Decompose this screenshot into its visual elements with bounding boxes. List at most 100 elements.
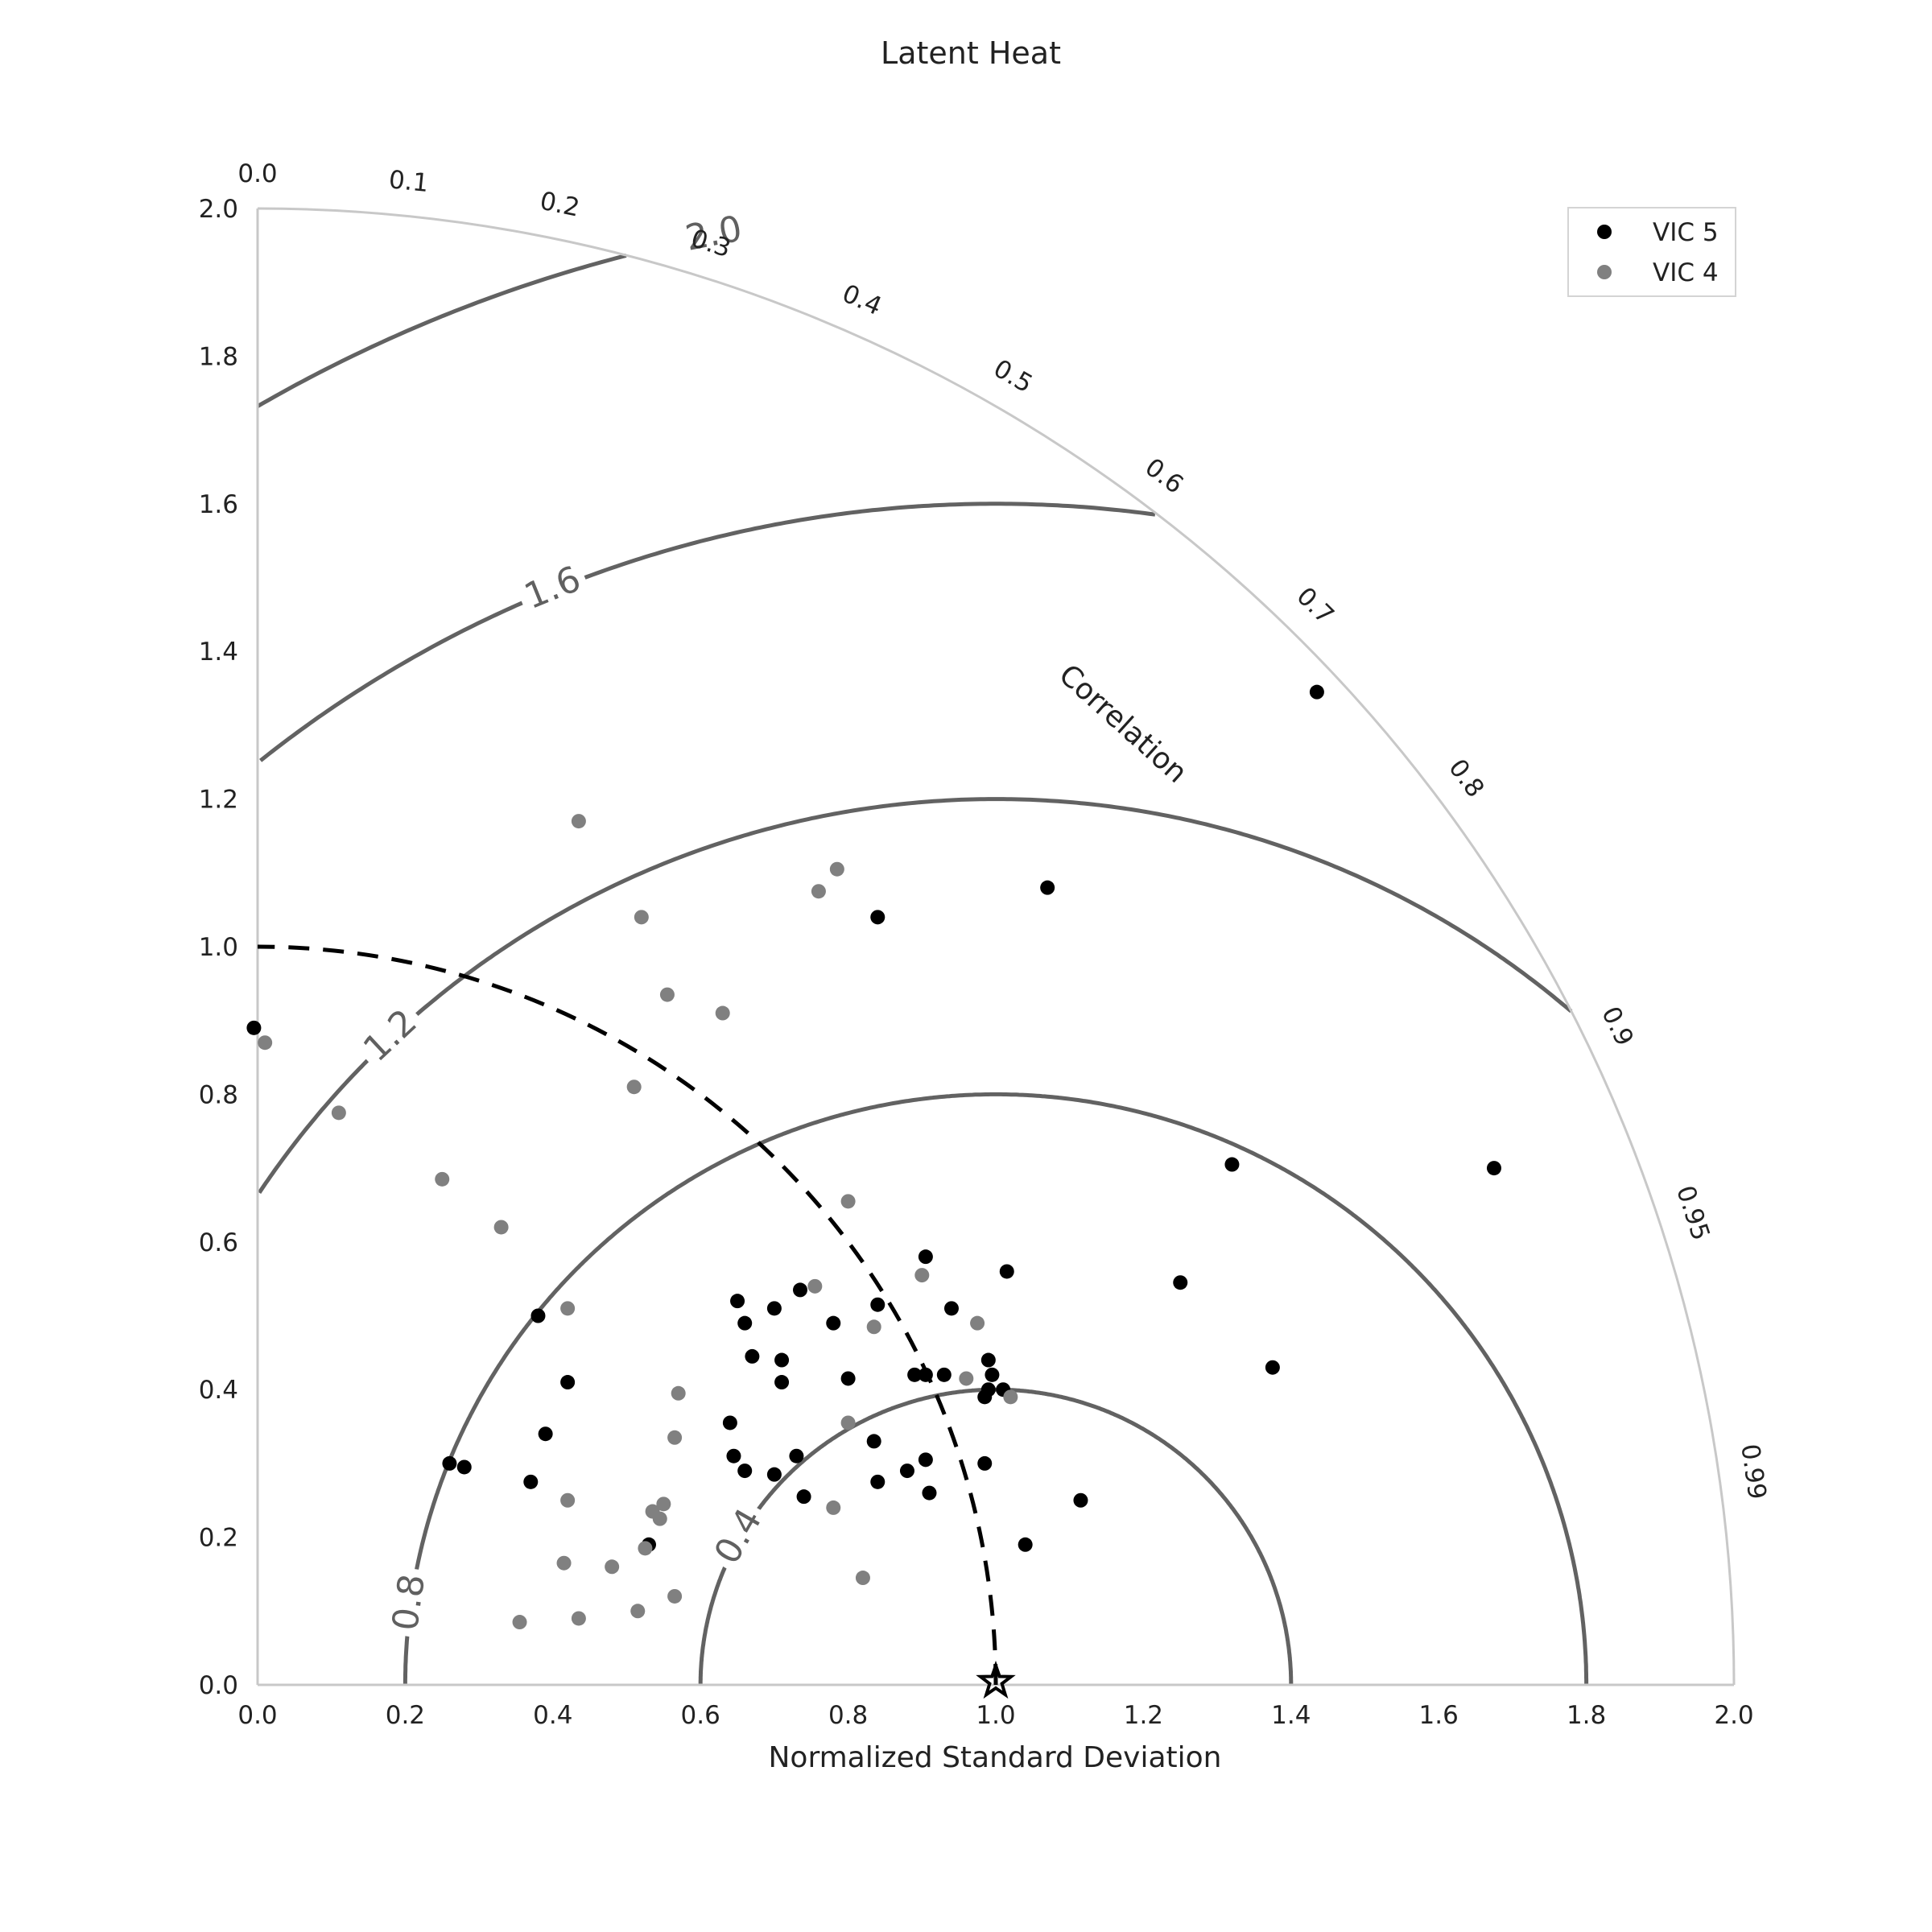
correlation-tick-label: 0.9 [1596,1002,1639,1051]
data-point [671,1385,686,1401]
rms-contour-label: 0.8 [385,1571,433,1633]
correlation-tick-label: 0.6 [1140,452,1189,499]
data-point [918,1452,933,1468]
data-point [638,1541,653,1556]
x-tick-label: 2.0 [1714,1701,1753,1730]
data-point [556,1555,572,1571]
data-point [630,1604,646,1619]
correlation-tick-label: 0.8 [1443,753,1489,803]
data-point [870,1297,886,1312]
rms-contour [256,253,627,408]
data-point [1224,1157,1240,1172]
data-point [789,1448,804,1463]
correlation-tick-label: 0.7 [1291,582,1340,630]
correlation-axis-label: Correlation [1052,658,1193,790]
data-points [246,684,1501,1630]
data-point [774,1375,790,1390]
y-tick-label: 1.2 [199,786,238,815]
rms-label-bg [704,1497,775,1577]
y-tick-label: 0.2 [199,1524,238,1553]
data-point [866,1319,881,1335]
data-point [605,1559,620,1575]
data-point [730,1294,745,1309]
data-point [667,1588,683,1604]
data-point [1018,1537,1033,1552]
data-point [722,1415,737,1430]
y-tick-label: 2.0 [199,195,238,224]
rms-contour [402,1092,1589,1685]
legend-marker [1597,265,1612,279]
rms-label-bg [676,208,752,263]
data-point [811,884,826,899]
data-point [826,1500,841,1515]
correlation-tick-label: 0.99 [1735,1443,1771,1501]
data-point [1003,1389,1018,1405]
x-tick-label: 0.8 [828,1701,868,1730]
correlation-tick-label: 0.0 [237,159,277,188]
data-point [943,1301,959,1316]
outer-arc [257,207,1736,1686]
data-point [840,1194,856,1209]
data-point [1073,1492,1088,1508]
x-tick-label: 1.0 [976,1701,1015,1730]
data-point [918,1249,933,1265]
data-point [512,1615,527,1630]
data-point [899,1463,914,1479]
reference-std-arc [257,944,998,1686]
data-point [571,1611,586,1626]
data-point [970,1315,985,1331]
data-point [766,1301,782,1316]
data-point [999,1264,1014,1279]
x-tick-label: 1.2 [1124,1701,1163,1730]
data-point [1265,1360,1280,1375]
data-point [829,861,844,877]
correlation-tick-label: 0.4 [838,279,886,322]
legend: VIC 5 VIC 4 [1567,207,1736,297]
y-tick-label: 0.4 [199,1376,238,1405]
data-point [959,1371,974,1386]
data-point [523,1474,539,1489]
data-point [918,1367,933,1382]
data-point [560,1492,576,1508]
data-point [560,1375,576,1390]
x-tick-label: 1.8 [1567,1701,1606,1730]
data-point [652,1511,667,1526]
data-point [560,1301,576,1316]
data-point [1486,1161,1501,1176]
data-point [866,1434,881,1449]
data-point [1309,684,1324,700]
data-point [977,1455,993,1471]
data-point [840,1415,856,1430]
rms-contour [259,502,1156,762]
y-tick-label: 0.6 [199,1228,238,1257]
data-point [726,1448,741,1463]
axes: 0.00.00.20.20.40.40.60.60.80.81.01.01.21… [199,159,1772,1730]
y-tick-label: 1.8 [199,342,238,371]
data-point [792,1282,807,1298]
data-point [456,1459,472,1475]
data-point [914,1268,930,1283]
data-point [1173,1275,1188,1290]
data-point [737,1315,753,1331]
data-point [870,910,886,925]
legend-marker [1597,225,1612,239]
x-axis-label: Normalized Standard Deviation [768,1741,1221,1774]
data-point [626,1080,642,1095]
data-point [1040,880,1055,895]
x-tick-label: 0.6 [681,1701,720,1730]
correlation-tick-label: 0.2 [538,187,583,223]
x-tick-label: 0.2 [386,1701,425,1730]
data-point [870,1474,886,1489]
data-point [855,1571,870,1586]
data-point [907,1367,923,1382]
data-point [331,1105,346,1121]
correlation-tick-label: 0.95 [1670,1183,1715,1245]
data-point [745,1348,760,1364]
chart-title: Latent Heat [881,35,1061,71]
data-point [659,987,675,1002]
y-tick-label: 0.8 [199,1080,238,1109]
data-point [530,1308,546,1323]
data-point [826,1315,841,1331]
legend-box [1567,207,1736,297]
